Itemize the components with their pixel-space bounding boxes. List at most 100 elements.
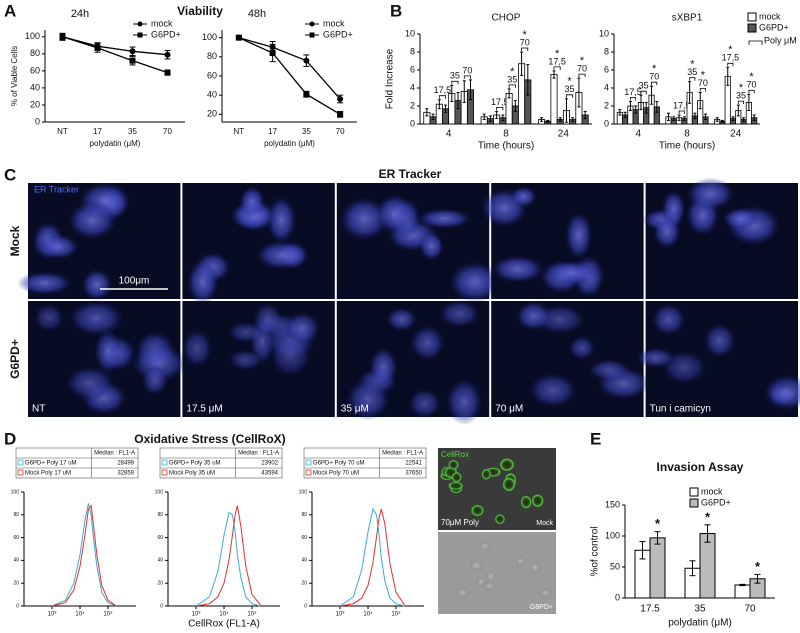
error-bar	[526, 64, 530, 96]
y-tick-label: 20	[207, 109, 217, 119]
error-bar	[564, 98, 568, 123]
significance: *	[555, 48, 560, 60]
series-line	[339, 507, 405, 607]
point	[94, 44, 101, 51]
series-line	[238, 37, 341, 115]
legend-label: mock	[701, 486, 723, 496]
error-bar	[628, 101, 632, 111]
y-tick-label: 4	[604, 82, 609, 92]
cell	[39, 234, 79, 260]
cell	[239, 185, 265, 218]
x-tick-label: 35	[694, 604, 706, 615]
cell	[68, 300, 124, 337]
cell	[470, 504, 485, 517]
cell	[515, 301, 552, 331]
legend-label: mock	[759, 11, 781, 21]
significance: *	[701, 69, 706, 81]
cell	[451, 471, 463, 483]
error-bar	[644, 101, 648, 114]
legend-note: Poly μM	[764, 35, 797, 45]
bracket-label: 17,5	[624, 87, 642, 97]
cell	[486, 569, 497, 583]
chart-title: Invasion Assay	[657, 460, 744, 474]
x-tick-label: 70	[163, 127, 172, 136]
row-label: G6PD+	[8, 339, 22, 379]
y-tick-label: 2	[410, 100, 415, 110]
x-axis-label: Time (hours)	[659, 141, 715, 152]
bracket-label: 35	[507, 74, 517, 84]
y-tick-label: 0	[410, 118, 415, 128]
x-tick-label: 10⁴	[363, 611, 373, 618]
legend-marker	[137, 32, 143, 38]
bracket-label: 70	[649, 72, 659, 82]
y-tick-label: 0	[35, 116, 40, 126]
cell	[455, 586, 470, 599]
cell	[94, 328, 122, 375]
error-bar	[634, 105, 638, 114]
y-tick-label: 100	[11, 489, 20, 495]
y-tick-label: 80	[207, 51, 217, 61]
y-tick-label: 100	[605, 530, 620, 540]
table-frame	[15, 447, 139, 479]
x-tick-label: 10⁵	[247, 611, 257, 618]
cell	[491, 255, 545, 283]
x-tick-label: 10⁴	[75, 611, 85, 618]
x-tick-label: 4	[636, 129, 642, 140]
bracket	[438, 95, 446, 99]
bracket	[629, 97, 637, 101]
chart-title: CHOP	[492, 13, 521, 24]
y-tick-label: 8	[604, 46, 609, 56]
error-bar	[425, 108, 429, 117]
y-tick-label: 0	[16, 603, 19, 609]
cell	[520, 495, 532, 510]
x-tick-label: 10⁴	[219, 611, 229, 618]
bracket	[640, 90, 647, 95]
cell	[651, 303, 686, 336]
significance: *	[655, 516, 661, 531]
cell	[266, 196, 297, 244]
legend-marker	[137, 21, 143, 27]
x-tick-label: 70	[744, 604, 756, 615]
point	[303, 57, 310, 64]
x-tick-label: 17	[268, 127, 277, 136]
cell	[531, 493, 545, 508]
error-bar	[482, 113, 486, 120]
x-tick-label: 35	[128, 127, 137, 136]
x-tick-label: 8	[503, 129, 509, 140]
error-bar	[639, 541, 646, 560]
y-tick-label: 80	[13, 512, 19, 518]
legend-label: mock	[151, 18, 173, 28]
table-cell: 28499	[117, 461, 134, 467]
bracket	[578, 73, 586, 78]
cell	[417, 208, 472, 229]
error-bar	[704, 524, 711, 543]
y-tick-label: 100	[25, 31, 40, 41]
bracket	[451, 80, 459, 85]
cell	[65, 366, 115, 401]
bar	[649, 537, 666, 599]
error-bar	[736, 104, 740, 117]
cell	[227, 321, 265, 343]
table-cell: 22541	[405, 461, 422, 467]
column-label: 17.5 μM	[186, 404, 222, 415]
error-bar	[666, 112, 670, 121]
legend-bracket	[748, 40, 763, 45]
error-bar	[488, 115, 492, 122]
cell	[510, 186, 537, 207]
panel-label: C	[4, 165, 16, 184]
table-header: Median : FL1-A	[94, 451, 135, 457]
x-tick-label: 10³	[336, 612, 345, 618]
series-line	[62, 36, 168, 74]
panel-label: E	[590, 429, 601, 448]
y-tick-label: 6	[410, 64, 415, 74]
bracket-label: 35	[639, 81, 649, 91]
point	[303, 91, 310, 98]
error-bar	[495, 110, 499, 120]
x-tick-label: NT	[57, 127, 68, 136]
column-label: 70 μM	[495, 404, 523, 415]
image-label: G6PD+	[530, 604, 553, 611]
table-cell: Mock Poly 35 uM	[169, 471, 215, 477]
micrographs: ER Tracker Mock G6PD+ 100μm NT 17.5 μM 35 μM 70…	[8, 177, 800, 614]
error-bar	[650, 85, 654, 105]
cell	[546, 260, 598, 285]
